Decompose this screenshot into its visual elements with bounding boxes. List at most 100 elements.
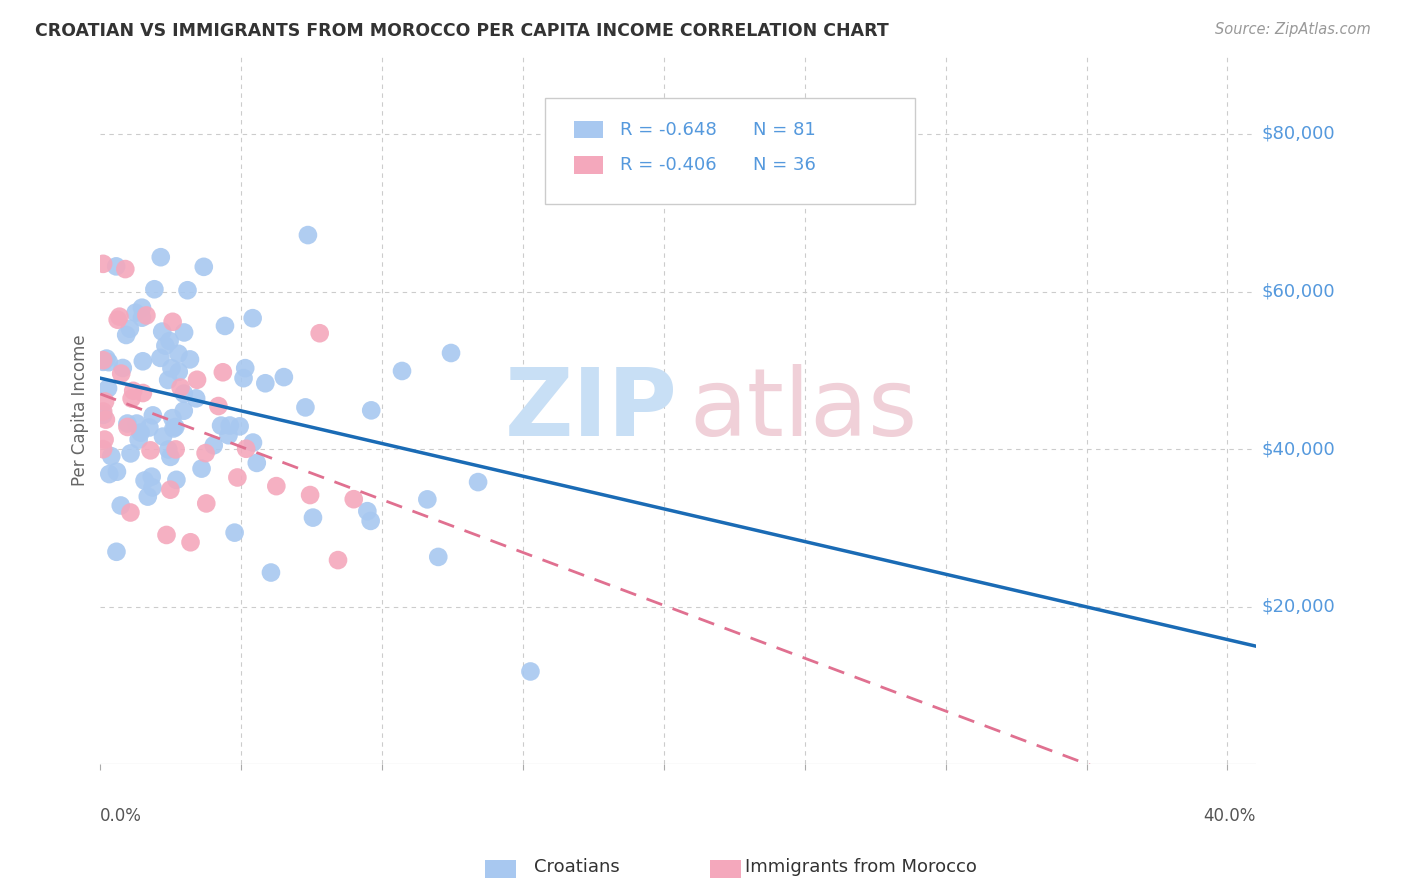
Point xyxy=(186,373,208,387)
Text: N = 81: N = 81 xyxy=(754,120,815,138)
Point xyxy=(356,504,378,518)
Point xyxy=(169,380,191,394)
Text: ZIP: ZIP xyxy=(505,364,678,456)
Text: $60,000: $60,000 xyxy=(1261,283,1334,301)
Point xyxy=(91,442,114,457)
Point xyxy=(242,311,264,326)
Point xyxy=(173,403,195,417)
Text: N = 36: N = 36 xyxy=(754,156,815,174)
Point xyxy=(155,528,177,542)
Point xyxy=(273,370,295,384)
Point xyxy=(211,365,233,379)
Point xyxy=(308,326,330,341)
Point xyxy=(117,420,139,434)
Point xyxy=(129,425,152,440)
Point xyxy=(136,490,159,504)
Point xyxy=(91,355,114,369)
Text: Immigrants from Morocco: Immigrants from Morocco xyxy=(745,858,977,876)
Point xyxy=(173,386,195,401)
Point xyxy=(91,408,114,422)
Point xyxy=(218,418,240,433)
Point xyxy=(232,371,254,385)
Point xyxy=(149,250,172,264)
Point xyxy=(111,361,134,376)
Point xyxy=(141,469,163,483)
Point xyxy=(202,438,225,452)
Point xyxy=(97,381,120,395)
Point xyxy=(162,421,184,435)
Point xyxy=(167,365,190,379)
Point xyxy=(91,404,114,418)
Point xyxy=(114,262,136,277)
Point xyxy=(167,347,190,361)
Point xyxy=(139,443,162,458)
FancyBboxPatch shape xyxy=(574,156,603,174)
Point xyxy=(427,549,450,564)
Point xyxy=(110,499,132,513)
Point xyxy=(235,442,257,456)
Point xyxy=(519,665,541,679)
Text: $20,000: $20,000 xyxy=(1261,598,1336,615)
Point xyxy=(141,481,163,495)
Point xyxy=(266,479,288,493)
Point xyxy=(233,361,256,376)
Point xyxy=(157,373,180,387)
Point xyxy=(138,420,160,434)
Text: atlas: atlas xyxy=(689,364,918,456)
Point xyxy=(150,325,173,339)
Point xyxy=(159,483,181,497)
Text: CROATIAN VS IMMIGRANTS FROM MOROCCO PER CAPITA INCOME CORRELATION CHART: CROATIAN VS IMMIGRANTS FROM MOROCCO PER … xyxy=(35,22,889,40)
Point xyxy=(195,496,218,510)
Point xyxy=(162,411,184,425)
Y-axis label: Per Capita Income: Per Capita Income xyxy=(72,334,89,485)
Point xyxy=(93,433,115,447)
Point xyxy=(343,492,366,507)
Point xyxy=(98,467,121,481)
Point xyxy=(152,429,174,443)
Point xyxy=(391,364,413,378)
Point xyxy=(120,506,142,520)
Point xyxy=(162,315,184,329)
Point xyxy=(207,399,229,413)
Text: R = -0.648: R = -0.648 xyxy=(620,120,717,138)
Point xyxy=(94,394,117,409)
Point xyxy=(193,260,215,274)
Point xyxy=(214,318,236,333)
Point xyxy=(121,392,143,406)
FancyBboxPatch shape xyxy=(546,98,915,204)
Point xyxy=(107,312,129,326)
Point xyxy=(122,384,145,398)
Point xyxy=(131,301,153,315)
Point xyxy=(105,465,128,479)
Point xyxy=(120,446,142,460)
Point xyxy=(260,566,283,580)
Point xyxy=(186,392,208,406)
Point xyxy=(165,442,187,457)
Point xyxy=(294,401,316,415)
Point xyxy=(143,282,166,296)
Point xyxy=(100,449,122,463)
Text: $80,000: $80,000 xyxy=(1261,125,1334,143)
Text: R = -0.406: R = -0.406 xyxy=(620,156,717,174)
Point xyxy=(132,386,155,401)
Point xyxy=(128,433,150,447)
Point xyxy=(173,326,195,340)
Point xyxy=(94,412,117,426)
Point xyxy=(97,355,120,369)
Point xyxy=(326,553,349,567)
Point xyxy=(91,353,114,368)
Point xyxy=(134,474,156,488)
Point xyxy=(218,428,240,442)
Point xyxy=(131,310,153,325)
Point xyxy=(135,309,157,323)
Point xyxy=(179,352,201,367)
Text: Croatians: Croatians xyxy=(534,858,620,876)
Point xyxy=(124,306,146,320)
Point xyxy=(242,435,264,450)
Point xyxy=(105,260,128,274)
Point xyxy=(254,376,277,391)
Point xyxy=(360,514,382,528)
Point xyxy=(105,545,128,559)
Point xyxy=(209,418,232,433)
Point xyxy=(159,334,181,348)
